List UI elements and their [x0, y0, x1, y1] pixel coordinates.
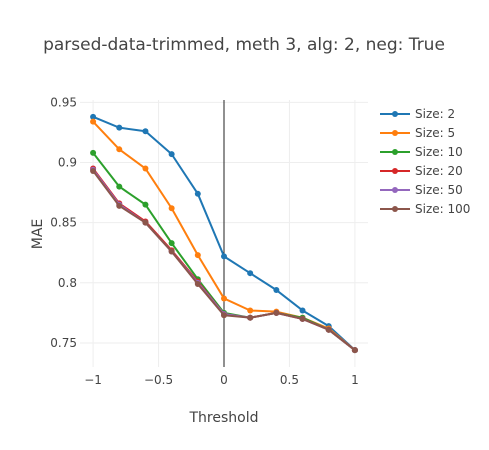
- data-point: [142, 165, 149, 172]
- x-tick-label: −0.5: [144, 373, 173, 387]
- data-point: [299, 307, 306, 314]
- data-point: [221, 253, 227, 260]
- data-point: [168, 248, 175, 255]
- legend: Size: 2 Size: 5 Size: 10 Size: 20 Size: 50 Si…: [380, 107, 470, 216]
- legend-marker: [392, 111, 398, 117]
- data-point: [273, 287, 280, 294]
- data-point: [273, 309, 280, 316]
- data-point: [194, 252, 201, 259]
- series-layer: [90, 113, 358, 354]
- data-point: [194, 281, 201, 288]
- legend-item[interactable]: Size: 5: [380, 126, 455, 140]
- series-group: [90, 167, 358, 354]
- data-point: [325, 326, 332, 333]
- data-point: [194, 190, 201, 197]
- data-point: [168, 240, 175, 247]
- legend-marker: [392, 187, 398, 193]
- y-tick-label: 0.8: [58, 276, 77, 290]
- legend-marker: [392, 149, 398, 155]
- y-tick-label: 0.85: [50, 216, 77, 230]
- legend-marker: [392, 168, 398, 174]
- legend-label: Size: 5: [415, 126, 455, 140]
- legend-label: Size: 50: [415, 183, 463, 197]
- data-point: [116, 183, 123, 190]
- data-point: [116, 202, 123, 209]
- data-point: [142, 219, 149, 226]
- data-point: [142, 128, 149, 135]
- legend-item[interactable]: Size: 10: [380, 145, 463, 159]
- data-point: [116, 124, 123, 131]
- series-group: [90, 113, 358, 354]
- data-point: [247, 314, 254, 321]
- y-axis-label: MAE: [30, 219, 46, 250]
- legend-label: Size: 20: [415, 164, 463, 178]
- legend-item[interactable]: Size: 100: [380, 202, 470, 216]
- legend-item[interactable]: Size: 50: [380, 183, 463, 197]
- legend-label: Size: 2: [415, 107, 455, 121]
- data-point: [221, 312, 227, 319]
- x-tick-label: 1: [351, 373, 359, 387]
- data-point: [142, 201, 149, 208]
- data-point: [90, 113, 97, 120]
- legend-marker: [392, 206, 398, 212]
- data-point: [351, 347, 358, 354]
- legend-item[interactable]: Size: 2: [380, 107, 455, 121]
- x-tick-label: −1: [84, 373, 102, 387]
- x-tick-label: 0: [220, 373, 228, 387]
- legend-label: Size: 100: [415, 202, 470, 216]
- data-point: [221, 295, 227, 302]
- data-point: [116, 146, 123, 153]
- tick-label-layer: 0.75 0.8 0.85 0.9 0.95 −1 −0.5 0 0.5 1: [50, 95, 358, 387]
- data-point: [90, 118, 97, 125]
- y-tick-label: 0.75: [50, 336, 77, 350]
- data-point: [168, 151, 175, 158]
- data-point: [168, 205, 175, 212]
- legend-item[interactable]: Size: 20: [380, 164, 463, 178]
- y-tick-label: 0.95: [50, 95, 77, 109]
- data-point: [247, 307, 254, 314]
- x-axis-label: Threshold: [189, 410, 259, 426]
- data-point: [299, 315, 306, 322]
- x-tick-label: 0.5: [280, 373, 299, 387]
- legend-marker: [392, 130, 398, 136]
- data-point: [90, 167, 97, 174]
- data-point: [247, 270, 254, 277]
- legend-label: Size: 10: [415, 145, 463, 159]
- data-point: [90, 149, 97, 156]
- chart-title: parsed-data-trimmed, meth 3, alg: 2, neg…: [43, 35, 445, 55]
- y-tick-label: 0.9: [58, 156, 77, 170]
